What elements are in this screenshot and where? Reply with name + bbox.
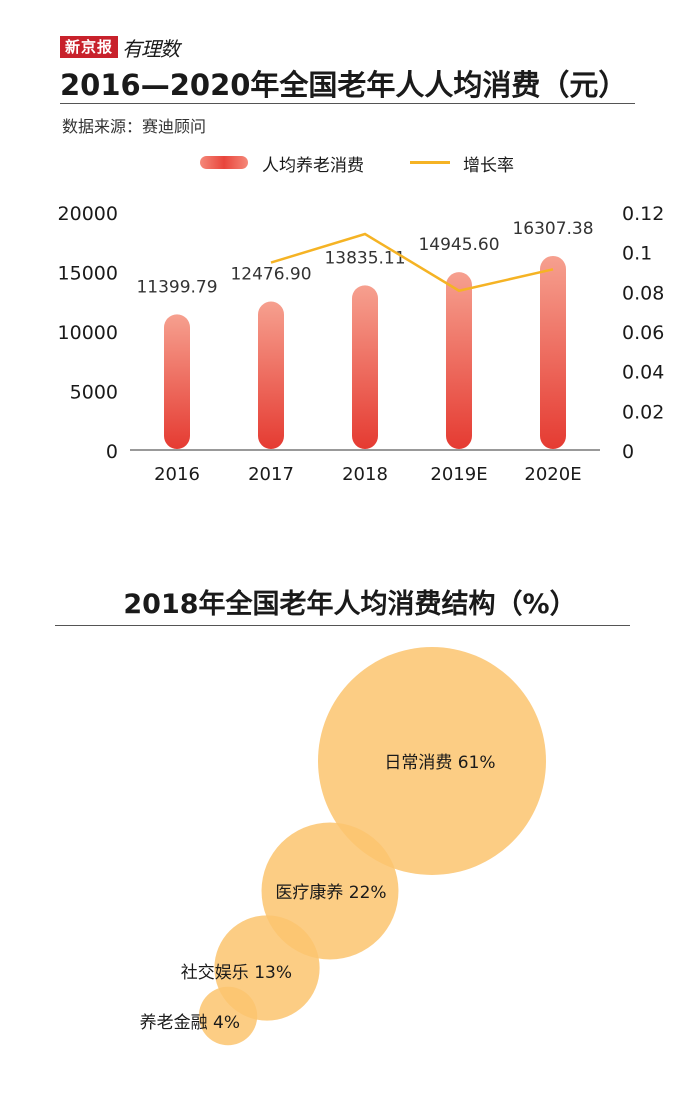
y2-axis-tick-label: 0 xyxy=(622,441,634,463)
x-axis-tick-label: 2019E xyxy=(430,464,487,485)
bar-value-label: 13835.11 xyxy=(324,248,405,268)
chart-legend: 人均养老消费 增长率 xyxy=(0,150,700,176)
bubble-label: 日常消费 61% xyxy=(384,753,495,773)
data-source: 数据来源：赛迪顾问 xyxy=(62,117,207,136)
bar-2016 xyxy=(164,314,190,449)
y2-axis-tick-label: 0.04 xyxy=(622,362,664,384)
bubble-label: 医疗康养 22% xyxy=(275,883,386,903)
bubble-日常消费 xyxy=(318,647,546,875)
brand-tag: 有理数 xyxy=(122,36,180,61)
y2-axis-tick-label: 0.12 xyxy=(622,203,664,225)
legend-bar-label: 人均养老消费 xyxy=(262,156,364,176)
y2-axis-tick-label: 0.08 xyxy=(622,282,664,304)
bar-2018 xyxy=(352,285,378,449)
y-axis-tick-label: 0 xyxy=(106,441,118,463)
consumption-bar-line-chart: 0 5000 10000 15000 20000 0 0.02 0.04 0.06 0.08 0.1… xyxy=(58,203,665,485)
x-axis-tick-label: 2017 xyxy=(248,464,294,485)
bar-value-label: 14945.60 xyxy=(418,235,499,255)
x-axis-tick-label: 2018 xyxy=(342,464,388,485)
legend-line-label: 增长率 xyxy=(463,156,514,176)
y2-axis-tick-label: 0.02 xyxy=(622,401,664,423)
y2-axis-tick-label: 0.06 xyxy=(622,322,664,344)
page-title: 2016—2020年全国老年人人均消费（元） xyxy=(60,68,628,102)
structure-chart-title: 2018年全国老年人均消费结构（%） xyxy=(123,589,577,620)
y-axis-tick-label: 10000 xyxy=(58,322,118,344)
y-axis-tick-label: 5000 xyxy=(70,382,118,404)
bubble-label: 社交娱乐 13% xyxy=(181,963,292,983)
bar-2019E xyxy=(446,272,472,449)
bar-2017 xyxy=(258,301,284,449)
bubble-label: 养老金融 4% xyxy=(140,1013,240,1033)
bar-value-label: 16307.38 xyxy=(512,219,593,239)
y-axis-tick-label: 15000 xyxy=(58,263,118,285)
bar-value-label: 12476.90 xyxy=(230,265,311,285)
title-divider xyxy=(60,103,635,104)
brand-name: 新京报 xyxy=(60,36,119,58)
bar-value-label: 11399.79 xyxy=(136,277,217,297)
structure-title-divider xyxy=(55,625,630,626)
brand-logo: 新京报 有理数 xyxy=(60,34,180,61)
legend-line-swatch xyxy=(410,161,450,164)
x-axis-tick-label: 2016 xyxy=(154,464,200,485)
growth-rate-line xyxy=(270,232,554,293)
bubble-养老金融 xyxy=(198,986,258,1046)
y-axis-tick-label: 20000 xyxy=(58,203,118,225)
consumption-structure-bubble-chart: 日常消费 61% 医疗康养 22% 社交娱乐 13% 养老金融 4% xyxy=(140,647,546,1046)
y2-axis-tick-label: 0.1 xyxy=(622,243,652,265)
x-axis-tick-label: 2020E xyxy=(524,464,581,485)
bar-2020E xyxy=(540,255,566,449)
legend-bar-swatch xyxy=(200,156,248,169)
